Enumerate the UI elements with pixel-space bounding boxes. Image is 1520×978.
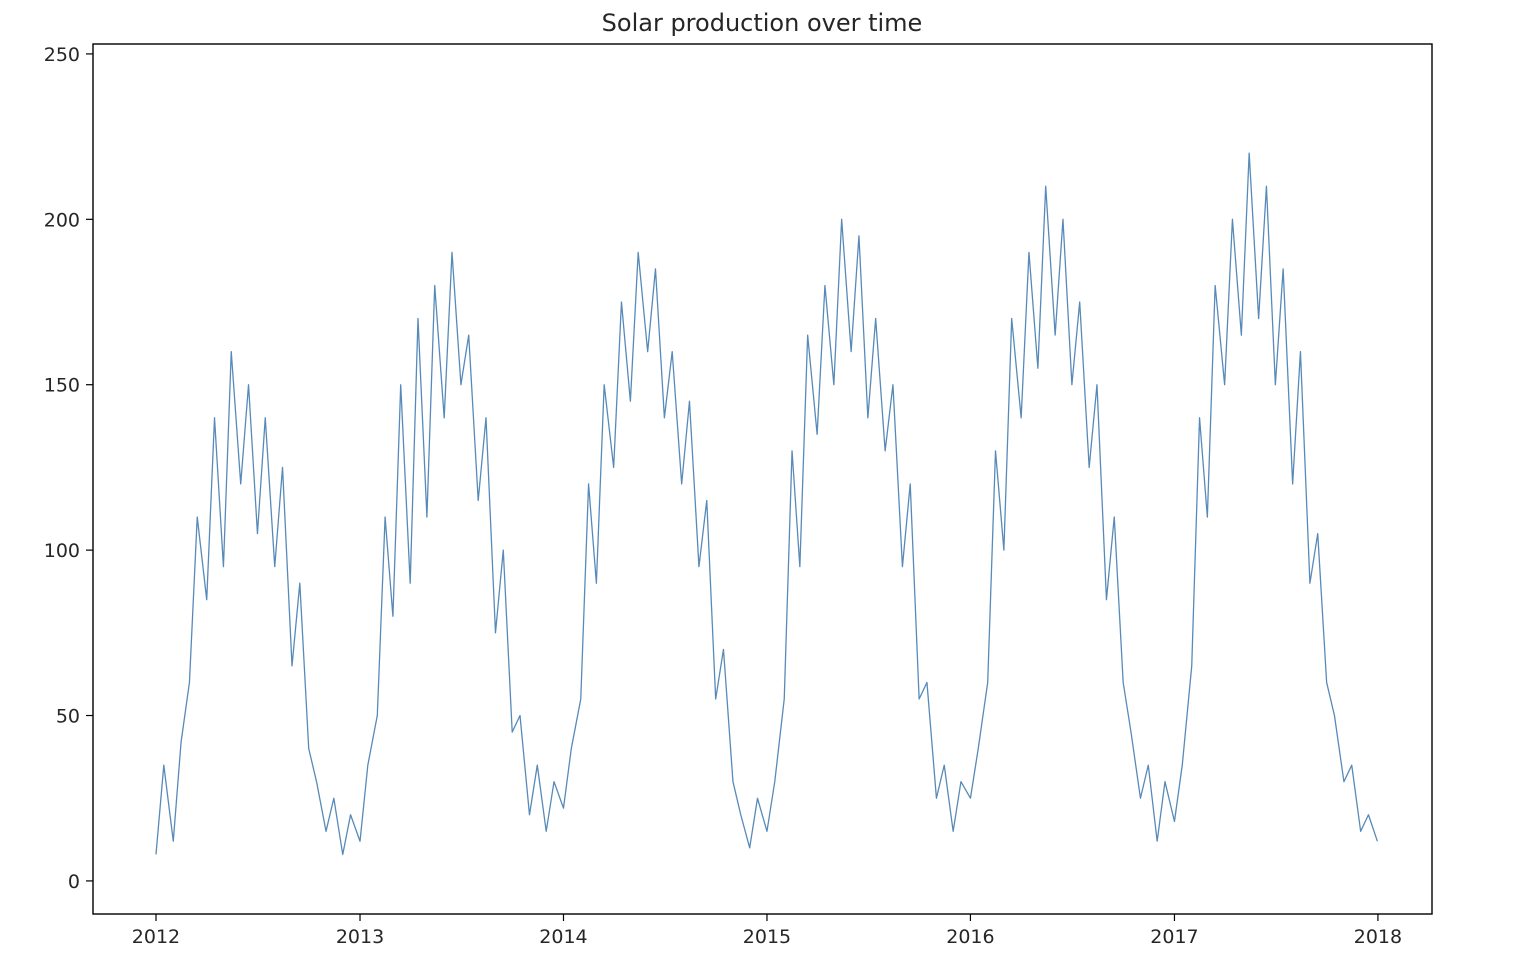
x-tick-label: 2017 [1150,926,1198,948]
x-tick-label: 2018 [1354,926,1402,948]
series-line-0 [155,152,1378,856]
x-tick-label: 2016 [946,926,994,948]
y-tick-label: 0 [68,871,80,893]
chart-title: Solar production over time [602,9,923,37]
y-tick-label: 50 [56,706,80,728]
y-tick-label: 200 [44,209,80,231]
x-axis: 2012 2013 2014 2015 2016 2017 2018 [132,914,1402,948]
x-tick-label: 2014 [539,926,587,948]
x-tick-label: 2013 [336,926,384,948]
y-axis: 0 50 100 150 200 250 [44,44,93,893]
series-layer [155,152,1378,856]
x-tick-label: 2015 [743,926,791,948]
y-tick-label: 250 [44,44,80,66]
y-tick-label: 150 [44,375,80,397]
y-tick-label: 100 [44,540,80,562]
x-tick-label: 2012 [132,926,180,948]
plot-area-frame [92,43,1433,915]
